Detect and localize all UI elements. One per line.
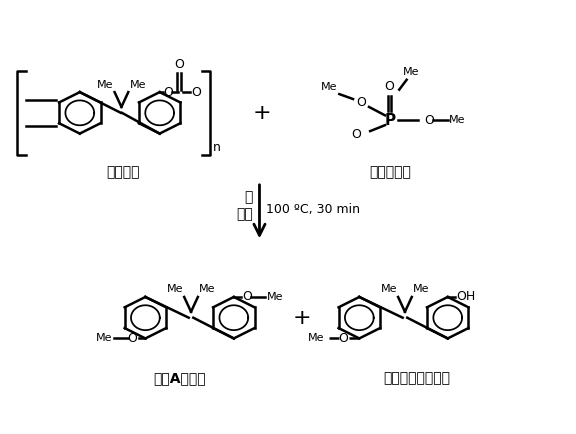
Text: +: + bbox=[293, 308, 312, 328]
Text: Me: Me bbox=[381, 285, 397, 295]
Text: 不完全甲基化产物: 不完全甲基化产物 bbox=[383, 371, 450, 385]
Text: O: O bbox=[174, 59, 184, 71]
Text: 100 ºC, 30 min: 100 ºC, 30 min bbox=[266, 203, 361, 216]
Text: 聚碳酸酯: 聚碳酸酯 bbox=[106, 166, 139, 180]
Text: Me: Me bbox=[321, 82, 337, 92]
Text: O: O bbox=[163, 85, 173, 99]
Text: P: P bbox=[385, 113, 396, 128]
Text: Me: Me bbox=[96, 333, 112, 343]
Text: Me: Me bbox=[413, 285, 430, 295]
Text: Me: Me bbox=[166, 285, 183, 295]
Text: Me: Me bbox=[130, 80, 146, 90]
Text: Me: Me bbox=[97, 80, 113, 90]
Text: +: + bbox=[253, 103, 272, 123]
Text: 碱
溶剂: 碱 溶剂 bbox=[236, 191, 253, 221]
Text: n: n bbox=[213, 141, 221, 154]
Text: Me: Me bbox=[199, 285, 215, 295]
Text: OH: OH bbox=[456, 290, 476, 303]
Text: O: O bbox=[424, 114, 434, 127]
Text: Me: Me bbox=[267, 292, 283, 302]
Text: O: O bbox=[385, 79, 395, 92]
Text: O: O bbox=[356, 96, 366, 109]
Text: Me: Me bbox=[308, 333, 324, 343]
Text: O: O bbox=[191, 85, 201, 99]
Text: O: O bbox=[338, 332, 348, 345]
Text: 双酚A二甲醚: 双酚A二甲醚 bbox=[153, 371, 206, 385]
Text: Me: Me bbox=[403, 67, 419, 77]
Text: O: O bbox=[127, 332, 138, 345]
Text: 磷酸三甲酯: 磷酸三甲酯 bbox=[370, 166, 412, 180]
Text: O: O bbox=[351, 128, 361, 141]
Text: Me: Me bbox=[449, 115, 465, 125]
Text: O: O bbox=[242, 290, 252, 303]
